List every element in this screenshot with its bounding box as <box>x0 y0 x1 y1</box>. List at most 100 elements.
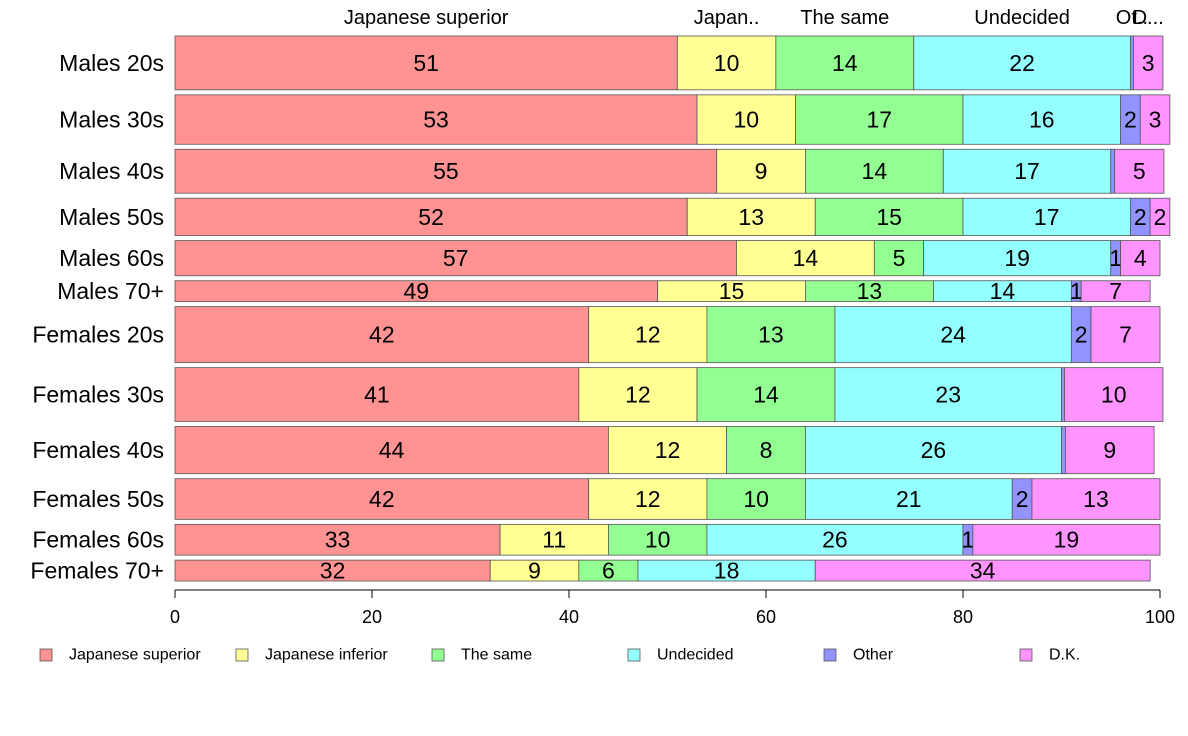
x-tick-label-60: 60 <box>756 607 776 627</box>
bar-label-males-20s-undecided: 22 <box>1009 50 1035 76</box>
top-label-d-k: D... <box>1133 7 1164 29</box>
bar-males-20s-d-k <box>1133 35 1164 91</box>
bar-label-males-50s-japanese-superior: 52 <box>418 204 444 230</box>
top-series-labels: Japanese superior Japan.. The same Undecide… <box>344 7 1164 29</box>
bar-label-males-50s-japanese-inferior: 13 <box>738 204 764 230</box>
legend-item-japanese-inferior: Japanese inferior <box>235 647 388 664</box>
x-tick-label-100: 100 <box>1145 607 1175 627</box>
bar-label-females-70-japanese-inferior: 9 <box>528 558 541 584</box>
bar-males-20s-undecided <box>913 35 1131 91</box>
category-label-males-30s: Males 30s <box>59 107 164 133</box>
category-label-females-50s: Females 50s <box>32 486 164 512</box>
bar-label-males-40s-japanese-superior: 55 <box>433 158 459 184</box>
bar-males-70-d-k <box>1080 280 1151 303</box>
bar-label-females-20s-d-k: 7 <box>1119 322 1132 348</box>
bar-row-males-30s: 53 10 17 16 2 3 <box>174 94 1171 145</box>
bar-label-females-30s-d-k: 10 <box>1101 382 1127 408</box>
bar-label-females-30s-undecided: 23 <box>935 382 961 408</box>
bar-females-60s-japanese-superior <box>174 523 501 556</box>
bar-label-males-30s-d-k: 3 <box>1149 107 1162 133</box>
bar-label-males-60s-the-same: 5 <box>893 245 906 271</box>
bar-males-50s-japanese-inferior <box>686 197 816 236</box>
bar-label-males-70-undecided: 14 <box>990 278 1016 304</box>
bar-label-females-20s-japanese-inferior: 12 <box>635 322 661 348</box>
top-label-undecided: Undecided <box>974 7 1070 29</box>
bar-label-females-40s-japanese-superior: 44 <box>379 437 405 463</box>
x-tick-label-40: 40 <box>559 607 579 627</box>
bar-males-60s-the-same <box>873 240 924 277</box>
category-label-males-40s: Males 40s <box>59 158 164 184</box>
legend-label-the-same: The same <box>461 647 532 664</box>
legend-item-the-same: The same <box>431 647 532 664</box>
bar-males-20s-other <box>1130 35 1134 91</box>
bar-label-males-50s-the-same: 15 <box>876 204 902 230</box>
bar-label-females-30s-the-same: 14 <box>753 382 779 408</box>
top-label-japanese-inferior: Japan.. <box>694 7 760 29</box>
legend-label-japanese-superior: Japanese superior <box>69 647 201 664</box>
category-label-males-20s: Males 20s <box>59 50 164 76</box>
bar-label-females-20s-japanese-superior: 42 <box>369 322 395 348</box>
x-tick-label-20: 20 <box>362 607 382 627</box>
bar-label-males-40s-d-k: 5 <box>1133 158 1146 184</box>
bar-row-females-40s: 44 12 8 26 9 <box>174 426 1155 475</box>
bar-label-males-30s-the-same: 17 <box>866 107 892 133</box>
bar-label-females-60s-other: 1 <box>962 527 975 553</box>
bar-females-30s-d-k <box>1064 367 1164 422</box>
bar-label-females-20s-the-same: 13 <box>758 322 784 348</box>
bar-males-40s-other <box>1110 148 1116 194</box>
bar-females-30s-the-same <box>696 367 836 422</box>
bar-females-20s-japanese-superior <box>174 306 590 364</box>
bar-males-40s-undecided <box>942 148 1112 194</box>
bar-females-20s-d-k <box>1090 306 1161 364</box>
bar-females-20s-undecided <box>834 306 1072 364</box>
bar-females-60s-the-same <box>608 523 708 556</box>
bar-label-females-40s-the-same: 8 <box>760 437 773 463</box>
bar-label-males-40s-undecided: 17 <box>1014 158 1040 184</box>
x-tick-label-80: 80 <box>953 607 973 627</box>
category-label-males-50s: Males 50s <box>59 204 164 230</box>
legend-label-japanese-inferior: Japanese inferior <box>265 647 388 664</box>
bar-females-50s-d-k <box>1031 478 1161 520</box>
bar-label-males-60s-other: 1 <box>1109 245 1122 271</box>
bar-row-males-40s: 55 9 14 17 5 <box>174 148 1165 194</box>
legend-item-d-k: D.K. <box>1019 647 1080 664</box>
bar-label-males-30s-japanese-superior: 53 <box>423 107 449 133</box>
bar-label-males-50s-undecided: 17 <box>1034 204 1060 230</box>
legend: Japanese superior Japanese inferior The sa… <box>39 647 1080 664</box>
bar-females-30s-japanese-inferior <box>578 367 698 422</box>
legend-label-d-k: D.K. <box>1049 647 1080 664</box>
bar-males-50s-undecided <box>962 197 1131 236</box>
bar-label-females-50s-undecided: 21 <box>896 486 922 512</box>
bar-males-30s-japanese-inferior <box>696 94 796 145</box>
bar-label-males-70-other: 1 <box>1070 278 1083 304</box>
bar-females-40s-japanese-superior <box>174 426 609 475</box>
bar-label-males-40s-the-same: 14 <box>862 158 888 184</box>
bar-label-females-70-d-k: 34 <box>970 558 996 584</box>
bar-label-males-60s-undecided: 19 <box>1004 245 1030 271</box>
bar-label-males-60s-d-k: 4 <box>1134 245 1147 271</box>
bar-males-30s-japanese-superior <box>174 94 698 145</box>
bar-females-60s-japanese-inferior <box>499 523 609 556</box>
bar-females-50s-japanese-superior <box>174 478 590 520</box>
bar-females-50s-undecided <box>805 478 1013 520</box>
legend-label-other: Other <box>853 647 894 664</box>
category-label-females-40s: Females 40s <box>32 437 164 463</box>
bar-row-males-60s: 57 14 5 19 1 4 <box>174 240 1161 277</box>
bar-label-females-70-japanese-superior: 32 <box>320 558 346 584</box>
bar-males-60s-d-k <box>1120 240 1161 277</box>
bars-group: 51 10 14 22 353 10 17 16 2 355 9 14 17 552 13 15 17 2 257 1… <box>174 35 1171 584</box>
top-label-japanese-superior: Japanese superior <box>344 7 509 29</box>
bar-label-females-40s-undecided: 26 <box>921 437 947 463</box>
bar-males-50s-japanese-superior <box>174 197 688 236</box>
legend-swatch-undecided <box>627 648 641 662</box>
bar-row-females-20s: 42 12 13 24 2 7 <box>174 306 1161 364</box>
category-label-males-70: Males 70+ <box>57 278 164 304</box>
bar-label-females-50s-japanese-superior: 42 <box>369 486 395 512</box>
bar-row-males-50s: 52 13 15 17 2 2 <box>174 197 1171 236</box>
bar-label-males-70-d-k: 7 <box>1109 278 1122 304</box>
category-label-females-20s: Females 20s <box>32 322 164 348</box>
bar-label-females-30s-japanese-superior: 41 <box>364 382 390 408</box>
bar-label-males-20s-the-same: 14 <box>832 50 858 76</box>
